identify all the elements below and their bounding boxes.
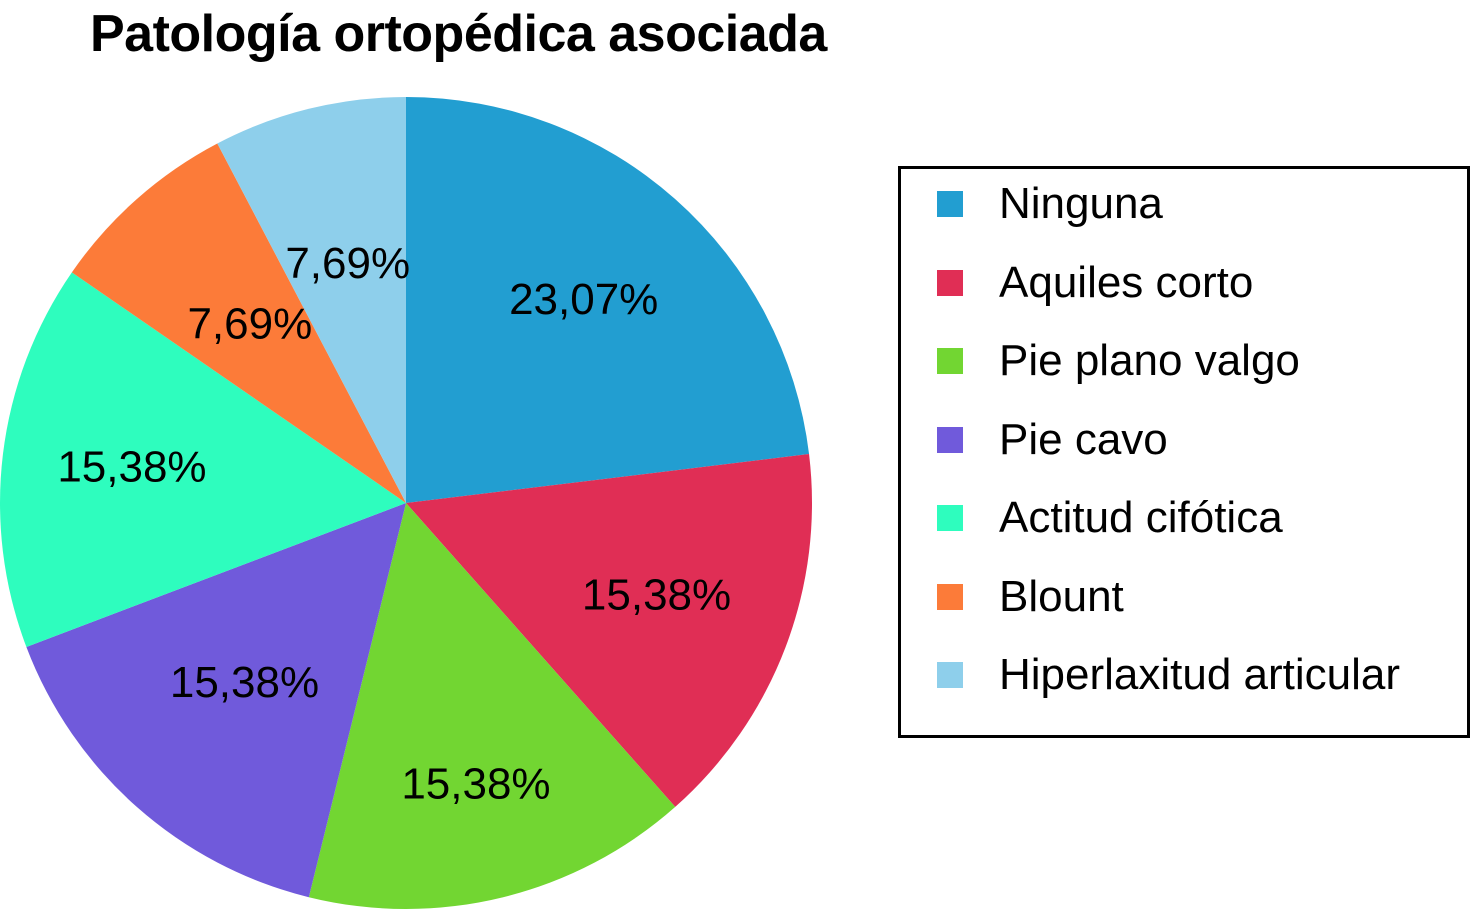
legend-swatch (937, 505, 963, 531)
pie-slice-labels: 23,07% 15,38% 15,38% 15,38% 15,38% 7,69% 7,69% (57, 239, 731, 808)
pie-slice (217, 97, 406, 503)
slice-value-label: 7,69% (187, 299, 312, 348)
legend-item: Ninguna (937, 179, 1163, 229)
legend-swatch (937, 269, 963, 296)
legend-item: Blount (937, 572, 1124, 622)
legend: Ninguna Aquiles corto Pie plano valgo Pie c… (898, 166, 1470, 738)
legend-label: Blount (999, 571, 1124, 621)
pie-slices (0, 97, 812, 909)
legend-label: Hiperlaxitud articular (999, 650, 1401, 699)
slice-value-label: 23,07% (509, 275, 658, 324)
pie-slice (308, 503, 676, 909)
legend-item: Pie cavo (937, 415, 1168, 465)
legend-swatch (937, 426, 963, 453)
legend-label: Pie cavo (999, 414, 1168, 464)
pie-slice (0, 272, 406, 647)
legend-item: Aquiles corto (937, 258, 1253, 308)
legend-label: Pie plano valgo (999, 336, 1300, 385)
slice-value-label: 15,38% (401, 759, 550, 808)
slice-value-label: 7,69% (285, 239, 410, 288)
legend-label: Aquiles corto (999, 257, 1254, 307)
pie-slice (26, 503, 407, 898)
legend-swatch (937, 583, 963, 610)
legend-label: Ninguna (999, 179, 1163, 228)
pie-slice (71, 143, 406, 503)
legend-label: Actitud cifótica (999, 493, 1283, 542)
legend-item: Hiperlaxitud articular (937, 650, 1400, 700)
pie-slice (406, 97, 810, 503)
slice-value-label: 15,38% (170, 658, 319, 707)
legend-swatch (937, 662, 963, 688)
legend-swatch (937, 348, 963, 374)
chart-title: Patología ortopédica asociada (90, 5, 827, 63)
legend-item: Pie plano valgo (937, 336, 1300, 386)
pie-slice (406, 454, 812, 807)
pie-chart: 23,07% 15,38% 15,38% 15,38% 15,38% 7,69% 7,69% (0, 97, 812, 909)
legend-item: Actitud cifótica (937, 493, 1283, 543)
legend-swatch (937, 191, 963, 217)
slice-value-label: 15,38% (582, 571, 731, 620)
slice-value-label: 15,38% (57, 442, 206, 491)
